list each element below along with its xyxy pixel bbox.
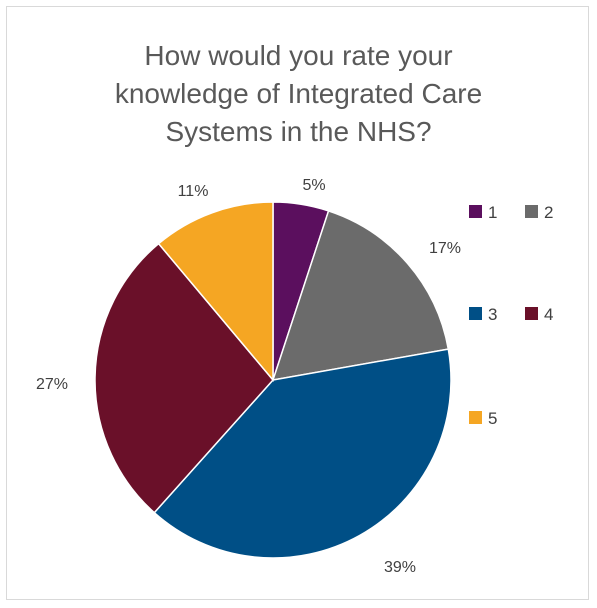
legend-swatch-1 [469,205,482,218]
legend-label-1: 1 [488,203,497,222]
chart-title-line-3: Systems in the NHS? [165,116,432,147]
legend-label-2: 2 [544,203,553,222]
chart-title-line-2: knowledge of Integrated Care [114,78,483,109]
legend-label-5: 5 [488,409,497,428]
chart-title: How would you rate your knowledge of Int… [7,37,590,151]
legend-swatch-3 [469,307,482,320]
data-label-2: 17% [429,240,461,257]
chart-title-line-1: How would you rate your [144,40,453,71]
pie-slice-4 [94,242,274,514]
data-label-5: 11% [178,183,209,200]
legend-swatch-5 [469,411,482,424]
data-label-3: 39% [384,559,416,576]
legend-swatch-2 [525,205,538,218]
legend-label-3: 3 [488,305,497,324]
legend-label-4: 4 [544,305,553,324]
data-label-4: 27% [36,376,68,393]
pie-slice-3 [153,348,452,559]
chart-frame: How would you rate your knowledge of Int… [6,6,589,600]
legend-swatch-4 [525,307,538,320]
pie-chart: 5% 17% 39% 27% 11% 1 2 3 4 5 [36,177,553,576]
data-label-1: 5% [302,177,325,194]
pie-slice-2 [271,209,450,381]
pie-slice-5 [157,201,274,383]
